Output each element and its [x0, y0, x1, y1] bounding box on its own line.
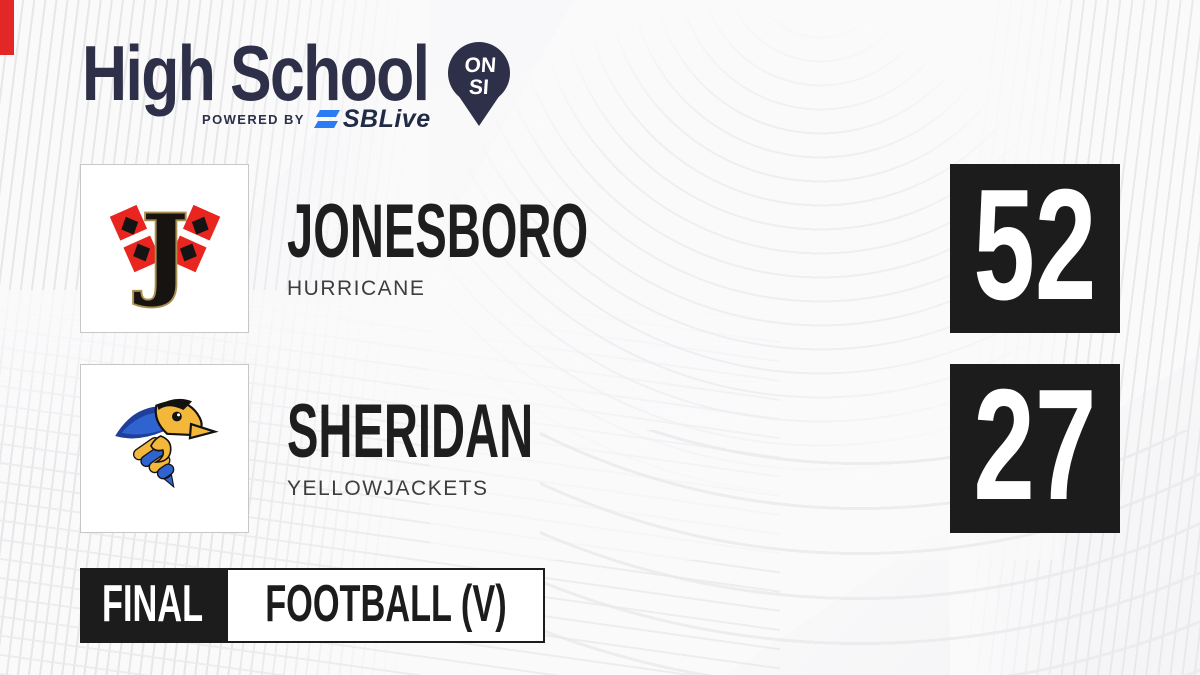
on-si-pin-icon: ON SI	[448, 42, 510, 126]
score-box: 27	[950, 364, 1120, 533]
team-row-sheridan: SHERIDAN YELLOWJACKETS 27	[80, 364, 1120, 533]
team-score: 27	[973, 356, 1097, 533]
sheridan-yellowjacket-logo-icon	[114, 398, 219, 488]
sport-badge: FOOTBALL (V)	[226, 568, 545, 643]
sheridan-logo-box	[80, 364, 249, 533]
sport-label: FOOTBALL (V)	[264, 574, 507, 633]
score-box: 52	[950, 164, 1120, 333]
team-name: JONESBORO	[287, 189, 589, 274]
team-row-jonesboro: J JONESBORO HURRICANE 52	[80, 164, 1120, 333]
team-mascot: YELLOWJACKETS	[287, 477, 489, 500]
accent-bar	[0, 0, 14, 55]
svg-text:J: J	[133, 191, 188, 309]
jonesboro-logo-box: J	[80, 164, 249, 333]
jonesboro-j-flags-logo-icon: J	[109, 189, 220, 311]
sblive-wordmark: SBLive	[342, 104, 431, 133]
status-label: FINAL	[102, 574, 204, 633]
sblive-bolt-icon	[313, 110, 340, 128]
pin-text-on: ON	[464, 54, 497, 77]
team-name: SHERIDAN	[287, 389, 534, 474]
page-title: High School	[82, 29, 430, 117]
pin-text-si: SI	[468, 76, 489, 99]
team-mascot: HURRICANE	[287, 277, 426, 300]
powered-by-label: POWERED BY	[202, 111, 305, 127]
status-badge: FINAL	[80, 568, 226, 643]
background-stripes-right	[950, 0, 1200, 675]
sblive-logo: SBLive	[313, 104, 431, 134]
powered-by-row: POWERED BY SBLive	[202, 104, 431, 134]
team-score: 52	[973, 156, 1097, 333]
